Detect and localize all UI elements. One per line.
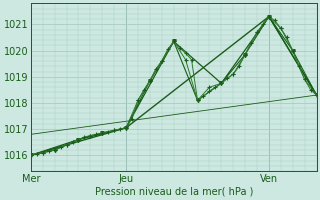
X-axis label: Pression niveau de la mer( hPa ): Pression niveau de la mer( hPa ) — [94, 187, 253, 197]
